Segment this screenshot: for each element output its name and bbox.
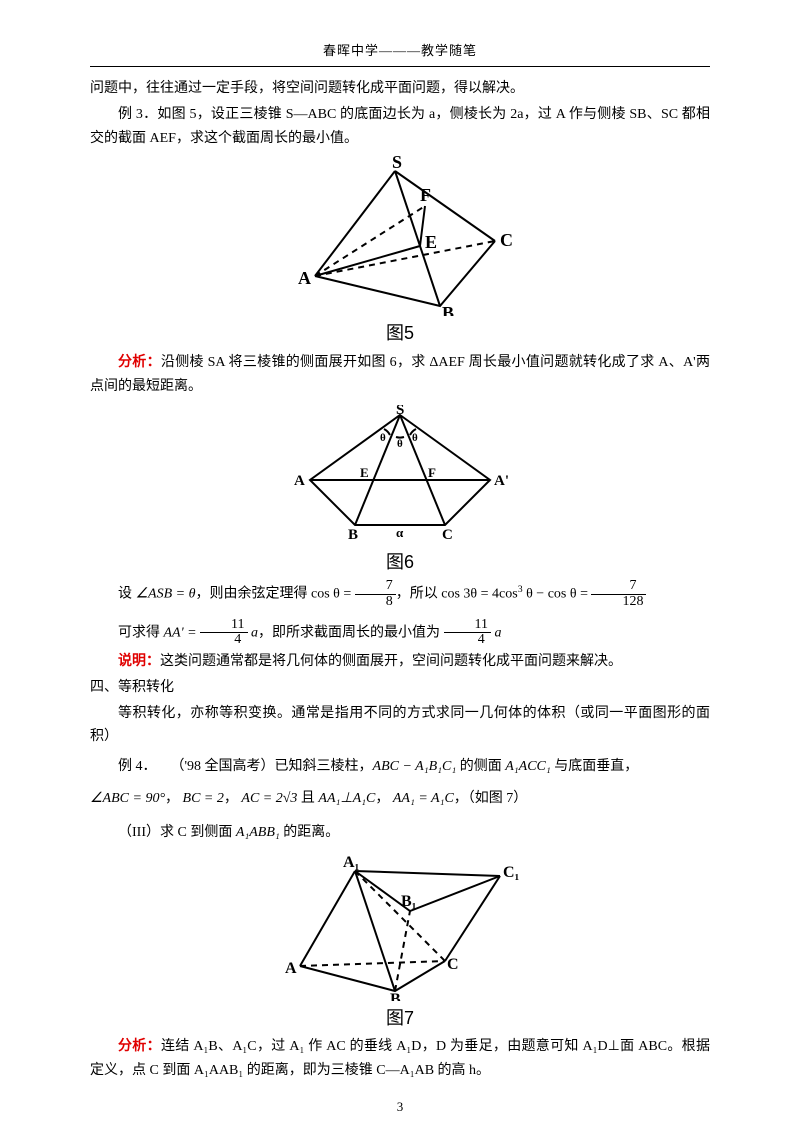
- text: 可求得: [118, 625, 164, 640]
- math: ABC − A₁B₁C₁: [373, 759, 457, 774]
- label-C17: C₁: [503, 864, 520, 881]
- text: 的侧面: [456, 759, 505, 774]
- fraction: 7128: [591, 579, 646, 609]
- label-E6: E: [360, 465, 369, 480]
- fraction: 78: [355, 579, 396, 609]
- para-5: 等积转化，亦称等积变换。通常是指用不同的方式求同一几何体的体积（或同一平面图形的…: [90, 702, 710, 750]
- label-A6: A: [294, 473, 305, 489]
- label-th1: θ: [380, 432, 386, 444]
- math: ∠ABC = 90°: [90, 791, 165, 806]
- figure-5: S A B C E F 图5: [90, 156, 710, 349]
- page-number: 3: [0, 1096, 800, 1118]
- label-A7: A: [285, 960, 297, 977]
- equation-3: ∠ABC = 90°， BC = 2， AC = 2√3 且 AA₁⊥A₁C， …: [90, 787, 710, 811]
- label-B: B: [442, 303, 454, 316]
- caption-fig5: 图5: [90, 318, 710, 349]
- figure-6: S A A' B C E F θ θ θ α 图6: [90, 405, 710, 578]
- fraction: 114: [444, 618, 491, 648]
- label-F6: F: [428, 465, 436, 480]
- label-alpha: α: [396, 525, 404, 540]
- math: AA' =: [164, 625, 197, 640]
- label-Ap6: A': [494, 473, 509, 489]
- text: ，即所求截面周长的最小值为: [258, 625, 444, 640]
- math: AA₁⊥A₁C: [318, 791, 375, 806]
- label-analysis-4: 分析：: [118, 1039, 161, 1054]
- label-note: 说明：: [118, 654, 160, 669]
- text: 的距离。: [280, 825, 340, 840]
- para-analysis-4: 分析：连结 A₁B、A₁C，过 A₁ 作 AC 的垂线 A₁D，D 为垂足，由题…: [90, 1035, 710, 1083]
- text: ，: [224, 791, 238, 806]
- para-example3: 例 3．如图 5，设正三棱锥 S—ABC 的底面边长为 a，侧棱长为 2a，过 …: [90, 103, 710, 151]
- text: 例 4． （'98 全国高考）已知斜三棱柱，: [118, 759, 373, 774]
- math: cos θ =: [311, 587, 351, 602]
- text: 这类问题通常都是将几何体的侧面展开，空间问题转化成平面问题来解决。: [160, 654, 622, 669]
- para-example4: 例 4． （'98 全国高考）已知斜三棱柱，ABC − A₁B₁C₁ 的侧面 A…: [90, 755, 710, 779]
- para-analysis-3: 分析：沿侧棱 SA 将三棱锥的侧面展开如图 6，求 ΔAEF 周长最小值问题就转…: [90, 351, 710, 399]
- caption-fig6: 图6: [90, 547, 710, 578]
- label-A: A: [298, 268, 311, 288]
- label-B6: B: [348, 527, 358, 543]
- label-B17: B₁: [401, 893, 417, 910]
- label-th3: θ: [412, 432, 418, 444]
- equation-2: 可求得 AA' = 114 a，即所求截面周长的最小值为 114 a: [90, 618, 710, 648]
- text: 且: [297, 791, 318, 806]
- label-C6: C: [442, 527, 453, 543]
- math: ∠ASB = θ: [136, 587, 196, 602]
- equation-1: 设 ∠ASB = θ，则由余弦定理得 cos θ = 78，所以 cos 3θ …: [90, 579, 710, 609]
- label-F: F: [420, 185, 431, 205]
- label-C7: C: [447, 956, 459, 973]
- para-1: 问题中，往往通过一定手段，将空间问题转化成平面问题，得以解决。: [90, 77, 710, 101]
- math: A₁ACC₁: [505, 759, 551, 774]
- label-S6: S: [396, 405, 404, 418]
- figure-7: A B C A₁ B₁ C₁ 图7: [90, 851, 710, 1034]
- math: BC = 2: [183, 791, 224, 806]
- text: 连结 A₁B、A₁C，过 A₁ 作 AC 的垂线 A₁D，D 为垂足，由题意可知…: [90, 1039, 710, 1078]
- math: A₁ABB₁: [236, 825, 280, 840]
- label-B7: B: [390, 991, 401, 1001]
- fraction: 114: [200, 618, 247, 648]
- para-note: 说明：这类问题通常都是将几何体的侧面展开，空间问题转化成平面问题来解决。: [90, 650, 710, 674]
- delta-AEF: ΔAEF: [429, 355, 464, 370]
- text: ，所以: [396, 587, 442, 602]
- caption-fig7: 图7: [90, 1003, 710, 1034]
- text: 与底面垂直，: [551, 759, 639, 774]
- label-A17: A₁: [343, 854, 360, 871]
- text: 沿侧棱 SA 将三棱锥的侧面展开如图 6，求: [161, 355, 429, 370]
- text: ，: [375, 791, 389, 806]
- para-7: （III）求 C 到侧面 A₁ABB₁ 的距离。: [90, 821, 710, 845]
- text: ，: [165, 791, 179, 806]
- math: AA₁ = A₁C: [393, 791, 454, 806]
- heading-4: 四、等积转化: [90, 676, 710, 700]
- text: ，则由余弦定理得: [195, 587, 311, 602]
- math: AC = 2√3: [241, 791, 297, 806]
- page-header: 春晖中学———教学随笔: [90, 40, 710, 67]
- math: a: [248, 625, 259, 640]
- text: ，（如图 7）: [454, 791, 528, 806]
- math: θ − cos θ =: [523, 587, 588, 602]
- text: （III）求 C 到侧面: [118, 825, 236, 840]
- label-E: E: [425, 232, 437, 252]
- label-C: C: [500, 230, 513, 250]
- text: 设: [118, 587, 136, 602]
- math: a: [491, 625, 502, 640]
- label-th2: θ: [397, 438, 403, 450]
- label-analysis: 分析：: [118, 355, 161, 370]
- label-S: S: [392, 156, 402, 172]
- math: cos 3θ = 4cos: [441, 587, 517, 602]
